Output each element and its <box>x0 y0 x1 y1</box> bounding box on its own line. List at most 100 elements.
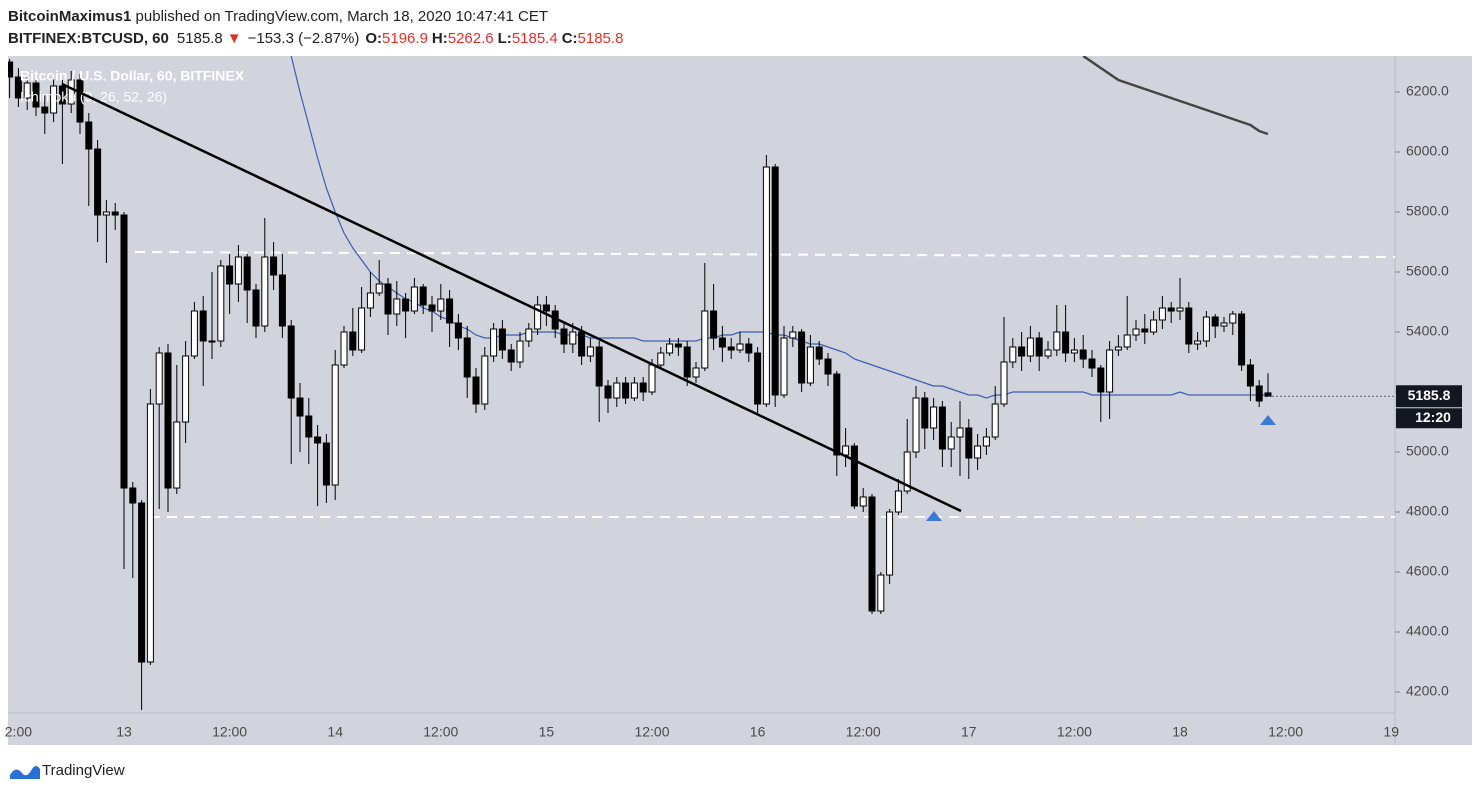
y-tick-label: 4400.0 <box>1406 623 1449 639</box>
candle-body <box>1079 349 1087 360</box>
high: 5262.6 <box>448 30 494 47</box>
y-tick-label: 5400.0 <box>1406 323 1449 339</box>
candle-body <box>850 445 858 507</box>
candle-body <box>1044 349 1052 357</box>
brand: TradingView <box>42 762 125 779</box>
candle-body <box>1062 331 1070 354</box>
l-label: L: <box>498 30 512 47</box>
candle-body <box>8 61 14 78</box>
candle-body <box>1000 361 1008 405</box>
candle-body <box>102 211 110 216</box>
candle-body <box>446 298 454 324</box>
price-tag <box>1396 385 1462 408</box>
candle-body <box>384 283 392 315</box>
c-label: C: <box>562 30 578 47</box>
candle-body <box>278 274 286 327</box>
candle-body <box>912 397 920 453</box>
candle-body <box>111 211 119 216</box>
candle-body <box>1220 322 1228 327</box>
candle-body <box>701 310 709 369</box>
candle-body <box>23 82 31 99</box>
candle-body <box>296 397 304 417</box>
candle-body <box>1150 319 1158 333</box>
candle-body <box>956 427 964 438</box>
candle-body <box>1246 364 1254 387</box>
candle-body <box>120 214 128 489</box>
x-tick-label: 13 <box>116 724 132 740</box>
author: BitcoinMaximus1 <box>8 8 131 25</box>
indicator-line <box>290 56 1268 399</box>
candle-body <box>234 256 242 285</box>
candle-body <box>974 445 982 459</box>
x-tick-label: 15 <box>539 724 555 740</box>
candle-body <box>217 265 225 342</box>
candle-body <box>718 337 726 348</box>
candle-body <box>525 328 533 342</box>
countdown-tag <box>1396 408 1462 429</box>
publish-line: BitcoinMaximus1 published on TradingView… <box>8 8 548 25</box>
candle-body <box>498 328 506 351</box>
candle-body <box>938 406 946 450</box>
candle-body <box>358 307 366 351</box>
candle-body <box>648 364 656 393</box>
symbol-line: BITFINEX:BTCUSD, 60 5185.8 ▼ −153.3 (−2.87%… <box>8 30 623 47</box>
h-label: H: <box>432 30 448 47</box>
candle-body <box>366 292 374 309</box>
candle-body <box>41 106 49 114</box>
indicator-line <box>1082 56 1269 136</box>
candle-body <box>736 343 744 351</box>
candle-body <box>868 496 876 612</box>
candle-body <box>657 352 665 366</box>
price-label: 5185.8 <box>1408 387 1451 403</box>
candle-body <box>507 349 515 363</box>
candle-body <box>1026 337 1034 357</box>
candle-body <box>1018 346 1026 357</box>
candle-body <box>1229 313 1237 324</box>
x-tick-label: 12:00 <box>212 724 247 740</box>
candle-body <box>428 304 436 312</box>
candle-body <box>806 346 814 384</box>
candle-body <box>173 421 181 489</box>
x-tick-label: 19 <box>1383 724 1399 740</box>
candle-body <box>710 310 718 339</box>
candle-body <box>842 445 850 456</box>
candle-body <box>50 85 58 114</box>
x-tick-label: 14 <box>327 724 343 740</box>
candle-body <box>1211 316 1219 327</box>
candle-body <box>886 511 894 576</box>
candle-body <box>14 76 22 99</box>
candle-body <box>243 256 251 291</box>
candle-body <box>903 451 911 492</box>
candle-body <box>481 355 489 405</box>
candle-body <box>894 490 902 513</box>
candle-body <box>85 121 93 150</box>
candle-body <box>780 337 788 396</box>
candle-body <box>129 487 137 504</box>
candle-body <box>32 82 40 108</box>
candle-body <box>1009 346 1017 363</box>
chart-background <box>8 56 1472 745</box>
candle-body <box>595 346 603 387</box>
candle-body <box>437 298 445 312</box>
trend-line <box>61 82 962 513</box>
legend-title: Bitcoin / U.S. Dollar, 60, BITFINEX <box>20 68 245 84</box>
symbol: BITFINEX:BTCUSD, 60 <box>8 30 169 47</box>
annotations <box>61 82 1276 521</box>
candle-body <box>630 382 638 399</box>
candle-body <box>252 289 260 327</box>
candle-body <box>815 346 823 360</box>
candle-body <box>322 442 330 486</box>
candle-body <box>586 346 594 357</box>
close: 5185.8 <box>578 30 624 47</box>
candle-body <box>1167 307 1175 312</box>
candle-body <box>155 352 163 405</box>
candle-body <box>877 574 885 612</box>
candle-body <box>472 376 480 405</box>
plot <box>8 56 1395 710</box>
candle-body <box>261 256 269 327</box>
candle-body <box>76 79 84 123</box>
candle-body <box>762 166 770 405</box>
